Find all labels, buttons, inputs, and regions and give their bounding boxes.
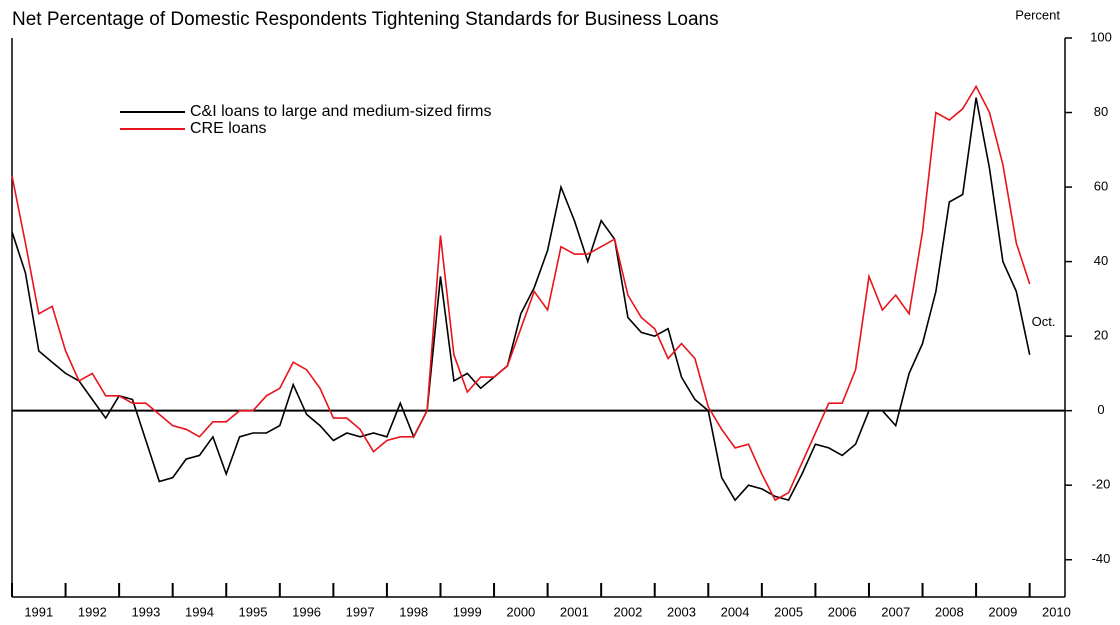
x-tick-label: 2007 — [881, 604, 910, 619]
x-tick-label: 2004 — [721, 604, 750, 619]
x-tick-label: 2005 — [774, 604, 803, 619]
x-tick-label: 1995 — [239, 604, 268, 619]
x-tick-label: 2009 — [988, 604, 1017, 619]
x-tick-label: 1993 — [131, 604, 160, 619]
legend-label: CRE loans — [190, 120, 266, 137]
series-line — [11, 84, 1031, 502]
y-axis-label: Percent — [1015, 7, 1060, 22]
x-tick-label: 2002 — [613, 604, 642, 619]
x-tick-label: 1994 — [185, 604, 214, 619]
x-tick-label: 1996 — [292, 604, 321, 619]
series-line — [11, 97, 1031, 502]
y-tick-label: 60 — [1094, 179, 1108, 194]
y-tick-label: 40 — [1094, 253, 1108, 268]
legend-label: C&I loans to large and medium-sized firm… — [190, 103, 491, 120]
x-tick-label: 1992 — [78, 604, 107, 619]
y-tick-label: -20 — [1092, 477, 1111, 492]
x-tick-label: 2001 — [560, 604, 589, 619]
chart-title: Net Percentage of Domestic Respondents T… — [12, 9, 719, 30]
x-tick-label: 1997 — [346, 604, 375, 619]
x-tick-label: 1998 — [399, 604, 428, 619]
x-tick-label: 2008 — [935, 604, 964, 619]
annotation: Oct. — [1032, 314, 1056, 329]
x-tick-label: 2000 — [506, 604, 535, 619]
x-tick-label: 2003 — [667, 604, 696, 619]
y-tick-label: 100 — [1090, 29, 1112, 44]
x-tick-label: 1999 — [453, 604, 482, 619]
x-tick-label: 1991 — [24, 604, 53, 619]
y-tick-label: 0 — [1097, 402, 1104, 417]
x-tick-label: 2006 — [828, 604, 857, 619]
x-tick-label: 2010 — [1042, 604, 1071, 619]
y-tick-label: 80 — [1094, 104, 1108, 119]
y-tick-label: -40 — [1092, 551, 1111, 566]
y-tick-label: 20 — [1094, 328, 1108, 343]
